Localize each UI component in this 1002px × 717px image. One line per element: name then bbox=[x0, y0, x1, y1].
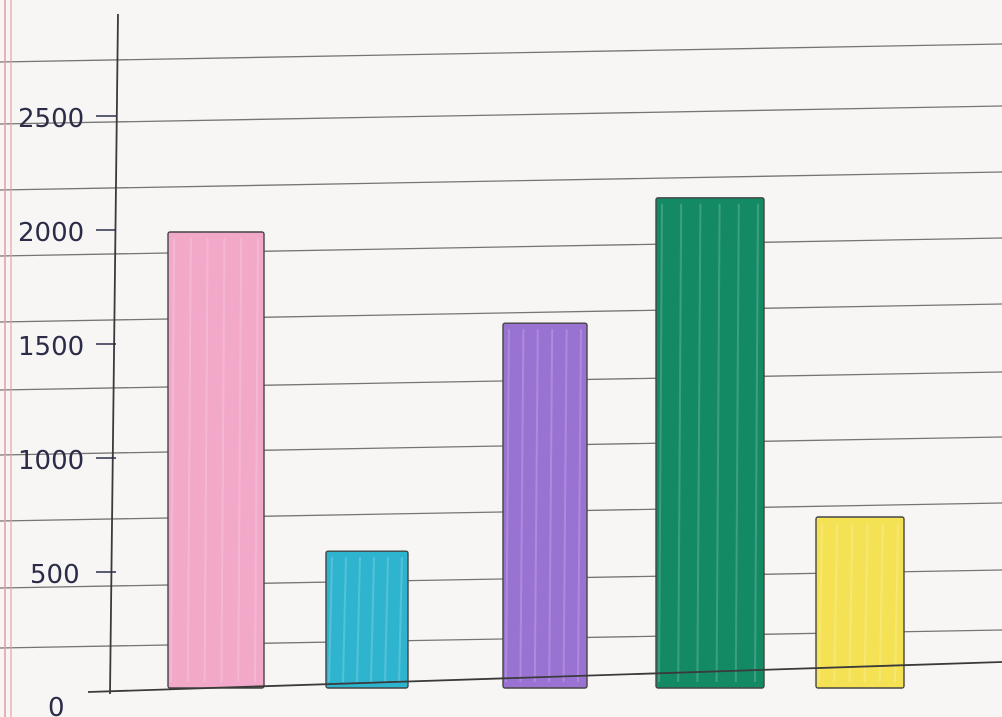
bar-texture bbox=[186, 237, 192, 683]
bar-texture bbox=[677, 203, 683, 683]
bar-texture bbox=[848, 522, 854, 683]
bar-texture bbox=[863, 522, 869, 683]
ruled-line bbox=[0, 237, 1002, 257]
ruled-line bbox=[0, 502, 1002, 522]
ruled-line bbox=[0, 105, 1002, 125]
bar-texture bbox=[533, 329, 539, 683]
bar-2 bbox=[325, 550, 409, 689]
bar-texture bbox=[519, 329, 525, 683]
bars bbox=[167, 197, 905, 689]
ruled-line bbox=[0, 43, 1002, 63]
bar-texture bbox=[878, 522, 884, 683]
bar-texture bbox=[328, 557, 333, 683]
ruled-line bbox=[0, 371, 1002, 391]
y-tick-label: 2000 bbox=[18, 218, 84, 248]
bar-texture bbox=[658, 203, 663, 683]
bar-texture bbox=[398, 557, 403, 683]
bar-texture bbox=[237, 237, 243, 683]
y-tick-label: 1500 bbox=[18, 332, 84, 362]
bar-texture bbox=[505, 329, 510, 683]
bar-texture bbox=[818, 522, 823, 683]
bar-3 bbox=[502, 322, 588, 689]
bar-texture bbox=[342, 557, 347, 683]
bar-texture bbox=[562, 329, 568, 683]
y-axis-ticks: 0 500 1000 1500 2000 2500 bbox=[18, 104, 116, 717]
bar-texture bbox=[696, 203, 702, 683]
ruled-line bbox=[0, 436, 1002, 456]
bar-texture bbox=[548, 329, 554, 683]
bar-texture bbox=[356, 557, 361, 683]
bar-texture bbox=[220, 237, 226, 683]
bar-texture bbox=[715, 203, 721, 683]
bar-texture bbox=[384, 557, 389, 683]
ruled-line bbox=[0, 171, 1002, 191]
y-tick-label: 1000 bbox=[18, 446, 84, 476]
x-axis-line bbox=[87, 661, 1002, 693]
bar-4 bbox=[655, 197, 765, 689]
bar-texture bbox=[833, 522, 839, 683]
bar-texture bbox=[170, 237, 175, 683]
bar-texture bbox=[577, 329, 582, 683]
bar-texture bbox=[894, 522, 899, 683]
bar-texture bbox=[754, 203, 759, 683]
bar-texture bbox=[254, 237, 259, 683]
bar-5 bbox=[815, 516, 905, 689]
ruled-line bbox=[0, 303, 1002, 323]
y-tick-label: 500 bbox=[30, 560, 80, 590]
bar-texture bbox=[734, 203, 740, 683]
y-axis-line bbox=[109, 13, 119, 695]
bar-texture bbox=[370, 557, 375, 683]
y-tick-label: 2500 bbox=[18, 104, 84, 134]
axes bbox=[87, 13, 1002, 695]
y-tick-label: 0 bbox=[48, 693, 65, 717]
bar-texture bbox=[203, 237, 209, 683]
bar-1 bbox=[167, 231, 265, 689]
